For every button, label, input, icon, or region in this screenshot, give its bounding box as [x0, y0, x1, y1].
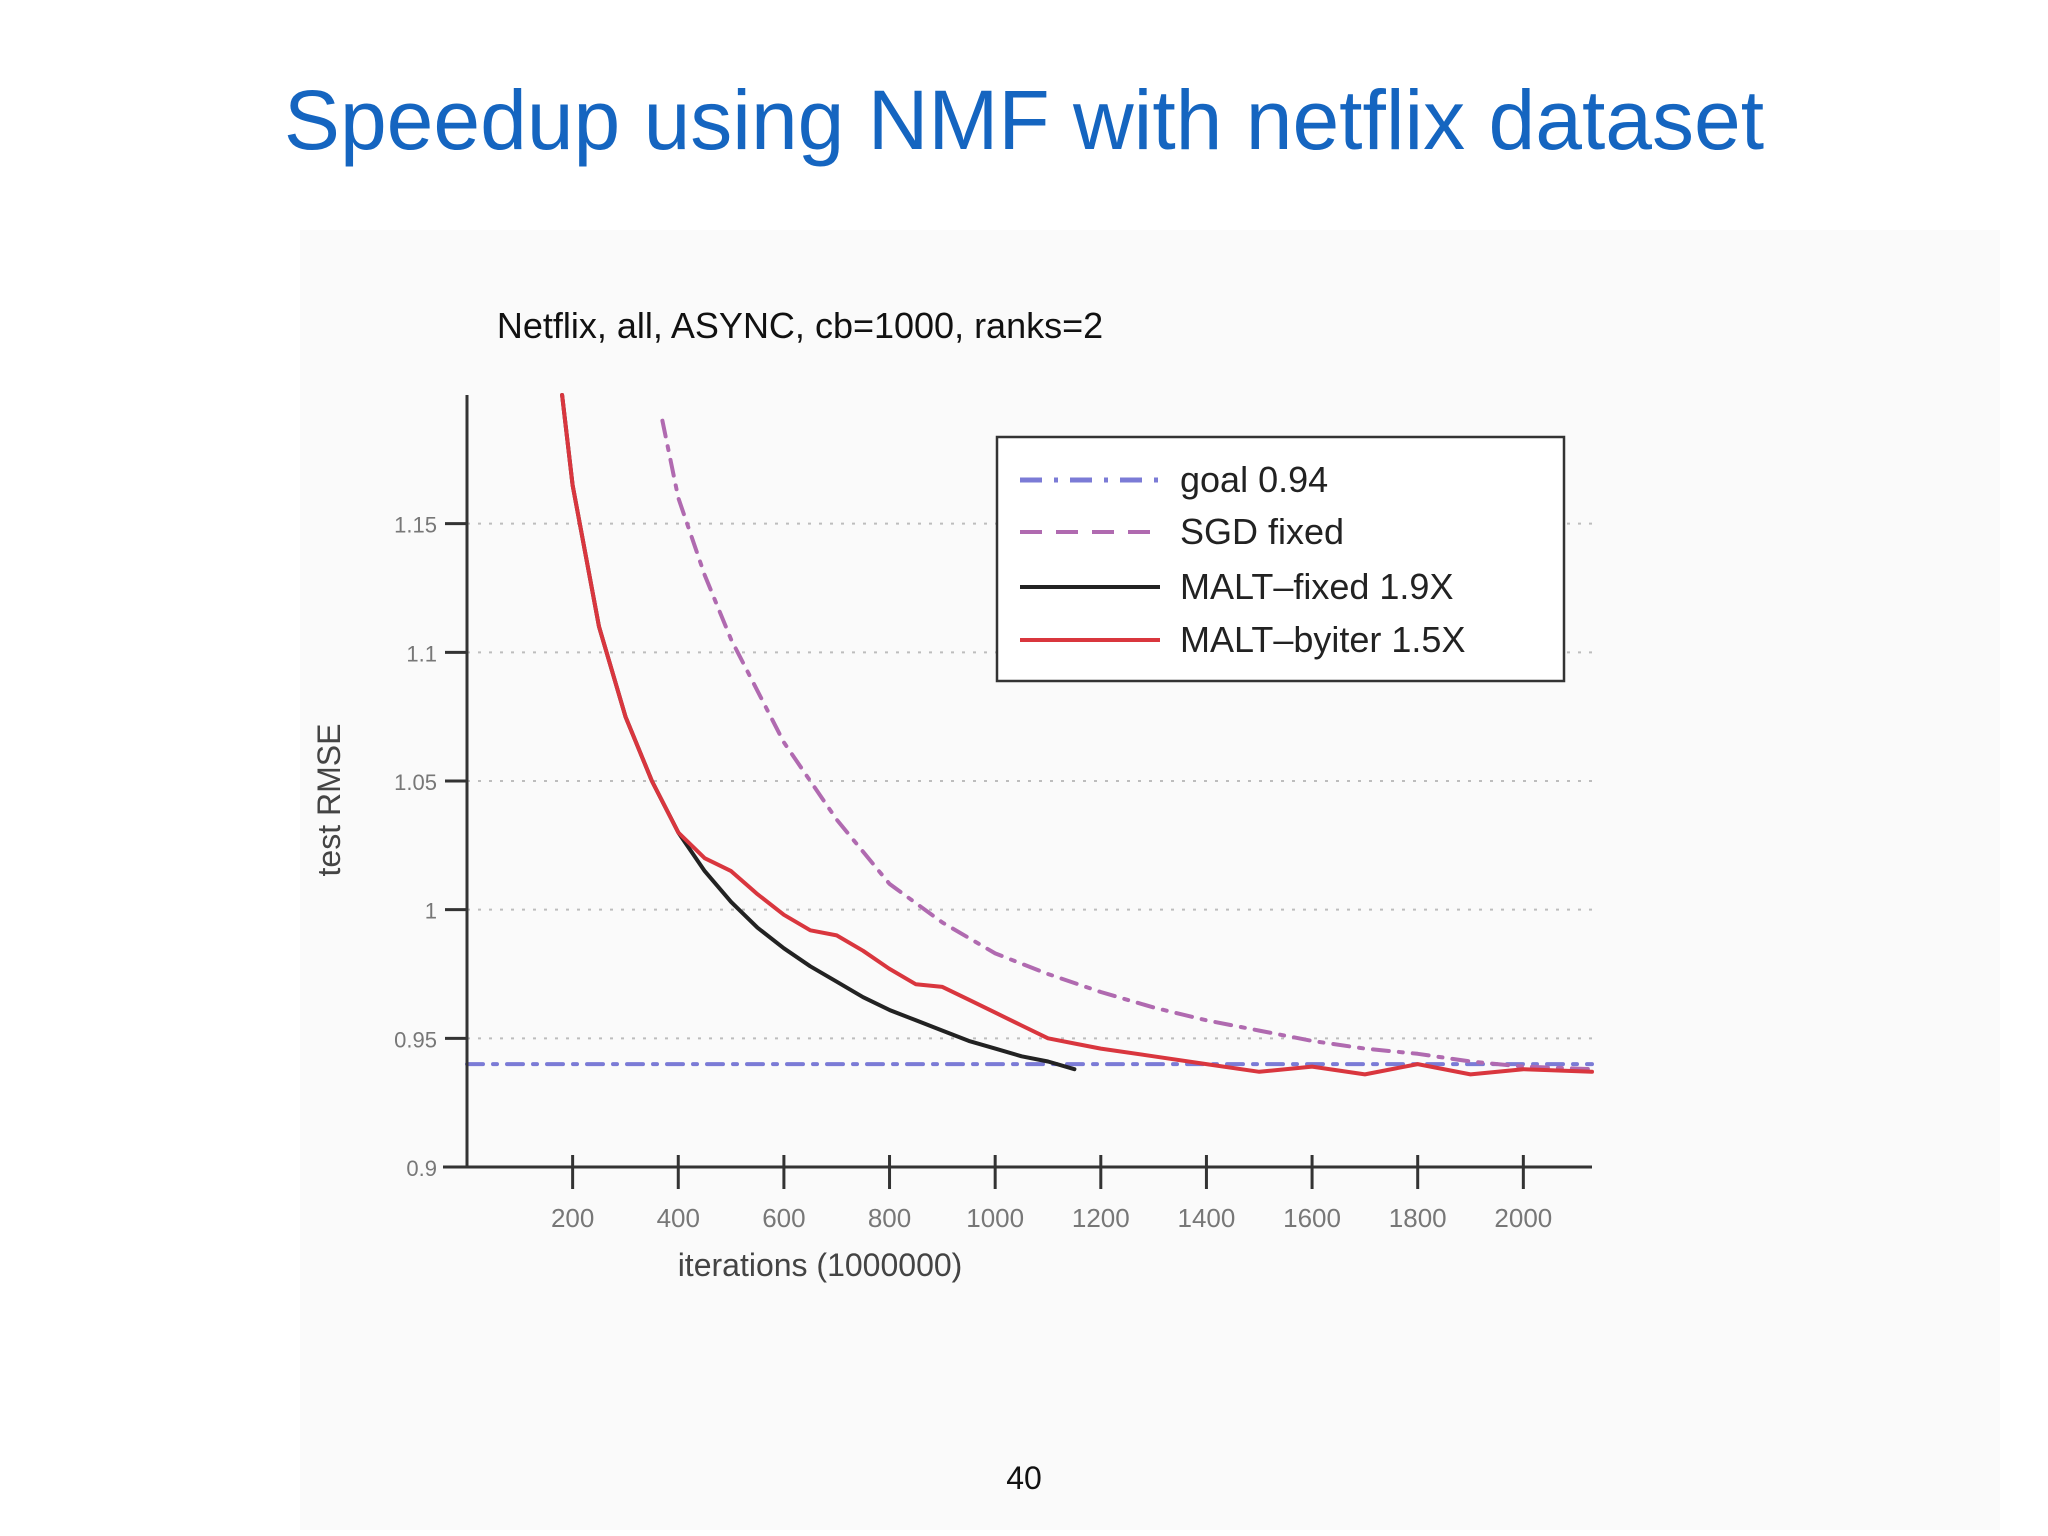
y-tick-label: 1 [425, 899, 437, 924]
y-tick-label: 1.15 [394, 513, 437, 538]
x-tick-label: 1200 [1072, 1203, 1130, 1233]
chart-title: Netflix, all, ASYNC, cb=1000, ranks=2 [497, 305, 1103, 346]
legend-label-malt-fixed: MALT–fixed 1.9X [1180, 566, 1453, 607]
legend-label-sgd: SGD fixed [1180, 511, 1344, 552]
legend: goal 0.94 SGD fixed MALT–fixed 1.9X MALT… [995, 435, 1566, 683]
x-tick-label: 1400 [1178, 1203, 1236, 1233]
page-number: 40 [1006, 1460, 1042, 1496]
series-malt-byiter-line [560, 393, 1594, 1077]
x-tick-label: 1600 [1283, 1203, 1341, 1233]
x-tick-label: 1800 [1389, 1203, 1447, 1233]
legend-label-goal: goal 0.94 [1180, 459, 1328, 500]
series-lines [465, 393, 1594, 1077]
x-tick-label: 2000 [1494, 1203, 1552, 1233]
series-sgd-fixed-line [660, 418, 1594, 1072]
x-tick-label: 200 [551, 1203, 594, 1233]
chart-panel: Netflix, all, ASYNC, cb=1000, ranks=2 te… [300, 230, 2000, 1530]
x-tick-label: 400 [657, 1203, 700, 1233]
y-tick-label: 0.9 [406, 1156, 437, 1181]
x-tick-label: 600 [762, 1203, 805, 1233]
y-axis-label: test RMSE [311, 724, 347, 877]
slide-title: Speedup using NMF with netflix dataset [283, 73, 1765, 167]
tick-labels: 0.9 0.95 1 1.05 1.1 1.15 200 400 600 800 1000 1200 1… [394, 513, 1552, 1233]
x-tick-label: 800 [868, 1203, 911, 1233]
x-axis-label: iterations (1000000) [678, 1247, 963, 1283]
y-tick-label: 0.95 [394, 1027, 437, 1052]
y-tick-label: 1.05 [394, 770, 437, 795]
x-tick-label: 1000 [966, 1203, 1024, 1233]
legend-label-malt-byiter: MALT–byiter 1.5X [1180, 619, 1465, 660]
rmse-line-chart: Netflix, all, ASYNC, cb=1000, ranks=2 te… [311, 305, 1594, 1283]
y-tick-label: 1.1 [406, 641, 437, 666]
